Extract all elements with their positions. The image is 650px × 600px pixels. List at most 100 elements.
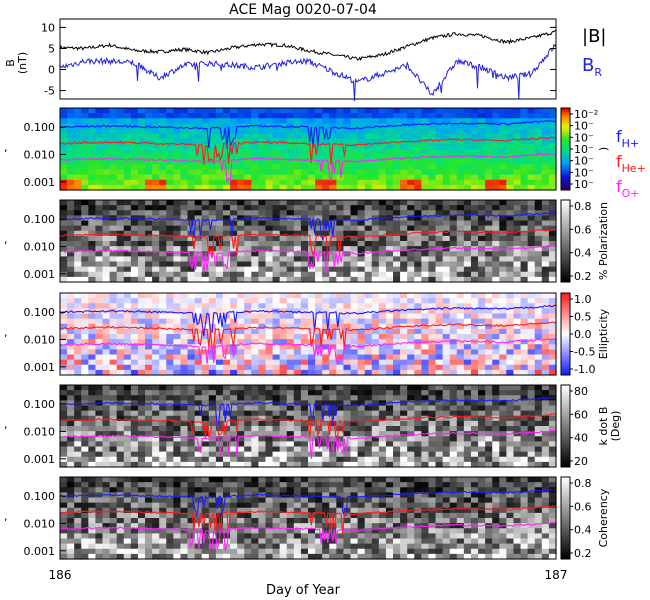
- heatmap-cell: [520, 451, 529, 458]
- heatmap-cell: [478, 334, 486, 340]
- heatmap-cell: [102, 339, 111, 345]
- heatmap-cell: [470, 400, 479, 407]
- heatmap-cell: [67, 533, 75, 540]
- heatmap-cell: [357, 241, 366, 247]
- heatmap-cell: [343, 313, 352, 320]
- heatmap-cell: [244, 159, 252, 165]
- heatmap-cell: [300, 251, 309, 257]
- heatmap-cell: [109, 390, 118, 396]
- heatmap-cell: [88, 328, 97, 335]
- heatmap-cell: [265, 235, 274, 242]
- heatmap-cell: [159, 241, 167, 247]
- heatmap-cell: [513, 349, 522, 356]
- heatmap-cell: [123, 538, 132, 545]
- heatmap-cell: [173, 241, 182, 247]
- heatmap-cell: [428, 230, 437, 237]
- heatmap-cell: [201, 230, 210, 237]
- heatmap-cell: [435, 261, 444, 268]
- heatmap-cell: [506, 359, 515, 366]
- heatmap-cell: [88, 108, 97, 114]
- heatmap-cell: [463, 349, 472, 356]
- heatmap-cell: [88, 410, 97, 417]
- heatmap-cell: [456, 293, 465, 299]
- heatmap-cell: [230, 118, 238, 124]
- heatmap-cell: [449, 271, 458, 278]
- heatmap-cell: [456, 323, 465, 330]
- heatmap-cell: [116, 446, 125, 453]
- heatmap-cell: [449, 266, 458, 273]
- heatmap-cell: [187, 133, 196, 140]
- heatmap-cell: [463, 318, 472, 325]
- heatmap-cell: [435, 179, 444, 186]
- heatmap-cell: [123, 518, 132, 524]
- heatmap-cell: [116, 477, 125, 483]
- heatmap-cell: [230, 256, 238, 263]
- heatmap-cell: [470, 149, 479, 155]
- heatmap-cell: [421, 461, 430, 468]
- heatmap-cell: [137, 533, 146, 540]
- heatmap-cell: [385, 225, 394, 232]
- heatmap-cell: [187, 344, 196, 350]
- heatmap-cell: [442, 210, 451, 216]
- colorbar-swatch: [561, 228, 570, 232]
- heatmap-cell: [95, 344, 104, 350]
- heatmap-cell: [414, 113, 422, 119]
- heatmap-cell: [230, 235, 238, 242]
- heatmap-cell: [67, 518, 75, 524]
- heatmap-cell: [329, 461, 337, 468]
- heatmap-cell: [109, 456, 118, 463]
- heatmap-cell: [449, 118, 458, 124]
- heatmap-cell: [201, 235, 210, 242]
- heatmap-cell: [109, 538, 118, 545]
- heatmap-cell: [74, 184, 82, 191]
- heatmap-cell: [485, 235, 493, 242]
- heatmap-cell: [336, 108, 345, 114]
- colorbar-swatch: [561, 173, 570, 177]
- heatmap-cell: [130, 298, 139, 304]
- heatmap-cell: [208, 128, 217, 135]
- heatmap-cell: [456, 400, 465, 407]
- colorbar-swatch: [561, 167, 570, 170]
- heatmap-cell: [81, 339, 89, 345]
- heatmap-cell: [88, 497, 97, 504]
- heatmap-cell: [180, 149, 189, 155]
- heatmap-cell: [414, 293, 422, 299]
- heatmap-cell: [123, 553, 132, 560]
- heatmap-cell: [293, 303, 302, 309]
- heatmap-cell: [173, 159, 182, 165]
- heatmap-cell: [95, 313, 104, 320]
- heatmap-cell: [67, 179, 75, 186]
- heatmap-cell: [385, 205, 394, 211]
- heatmap-cell: [187, 123, 196, 130]
- heatmap-cell: [421, 298, 430, 304]
- heatmap-cell: [194, 138, 203, 145]
- heatmap-cell: [60, 108, 68, 114]
- heatmap-cell: [350, 149, 359, 155]
- heatmap-cell: [315, 113, 323, 119]
- heatmap-cell: [265, 138, 274, 145]
- heatmap-cell: [222, 200, 231, 206]
- heatmap-cell: [400, 184, 408, 191]
- heatmap-cell: [145, 487, 153, 493]
- heatmap-cell: [88, 354, 97, 361]
- heatmap-cell: [116, 298, 125, 304]
- heatmap-cell: [95, 446, 104, 453]
- colorbar-swatch: [561, 452, 570, 456]
- colorbar-swatch: [561, 122, 570, 125]
- heatmap-cell: [123, 323, 132, 330]
- heatmap-cell: [548, 436, 557, 442]
- heatmap-cell: [442, 133, 451, 140]
- heatmap-cell: [265, 246, 274, 252]
- y-axis-label: B: [4, 59, 17, 67]
- heatmap-cell: [109, 113, 118, 119]
- heatmap-cell: [378, 266, 387, 273]
- heatmap-cell: [251, 323, 259, 330]
- heatmap-cell: [173, 318, 182, 325]
- heatmap-cell: [279, 334, 288, 340]
- heatmap-cell: [378, 143, 387, 150]
- heatmap-cell: [130, 128, 139, 135]
- heatmap-cell: [520, 385, 529, 391]
- colorbar-swatch: [561, 243, 570, 246]
- heatmap-cell: [385, 149, 394, 155]
- heatmap-cell: [173, 261, 182, 268]
